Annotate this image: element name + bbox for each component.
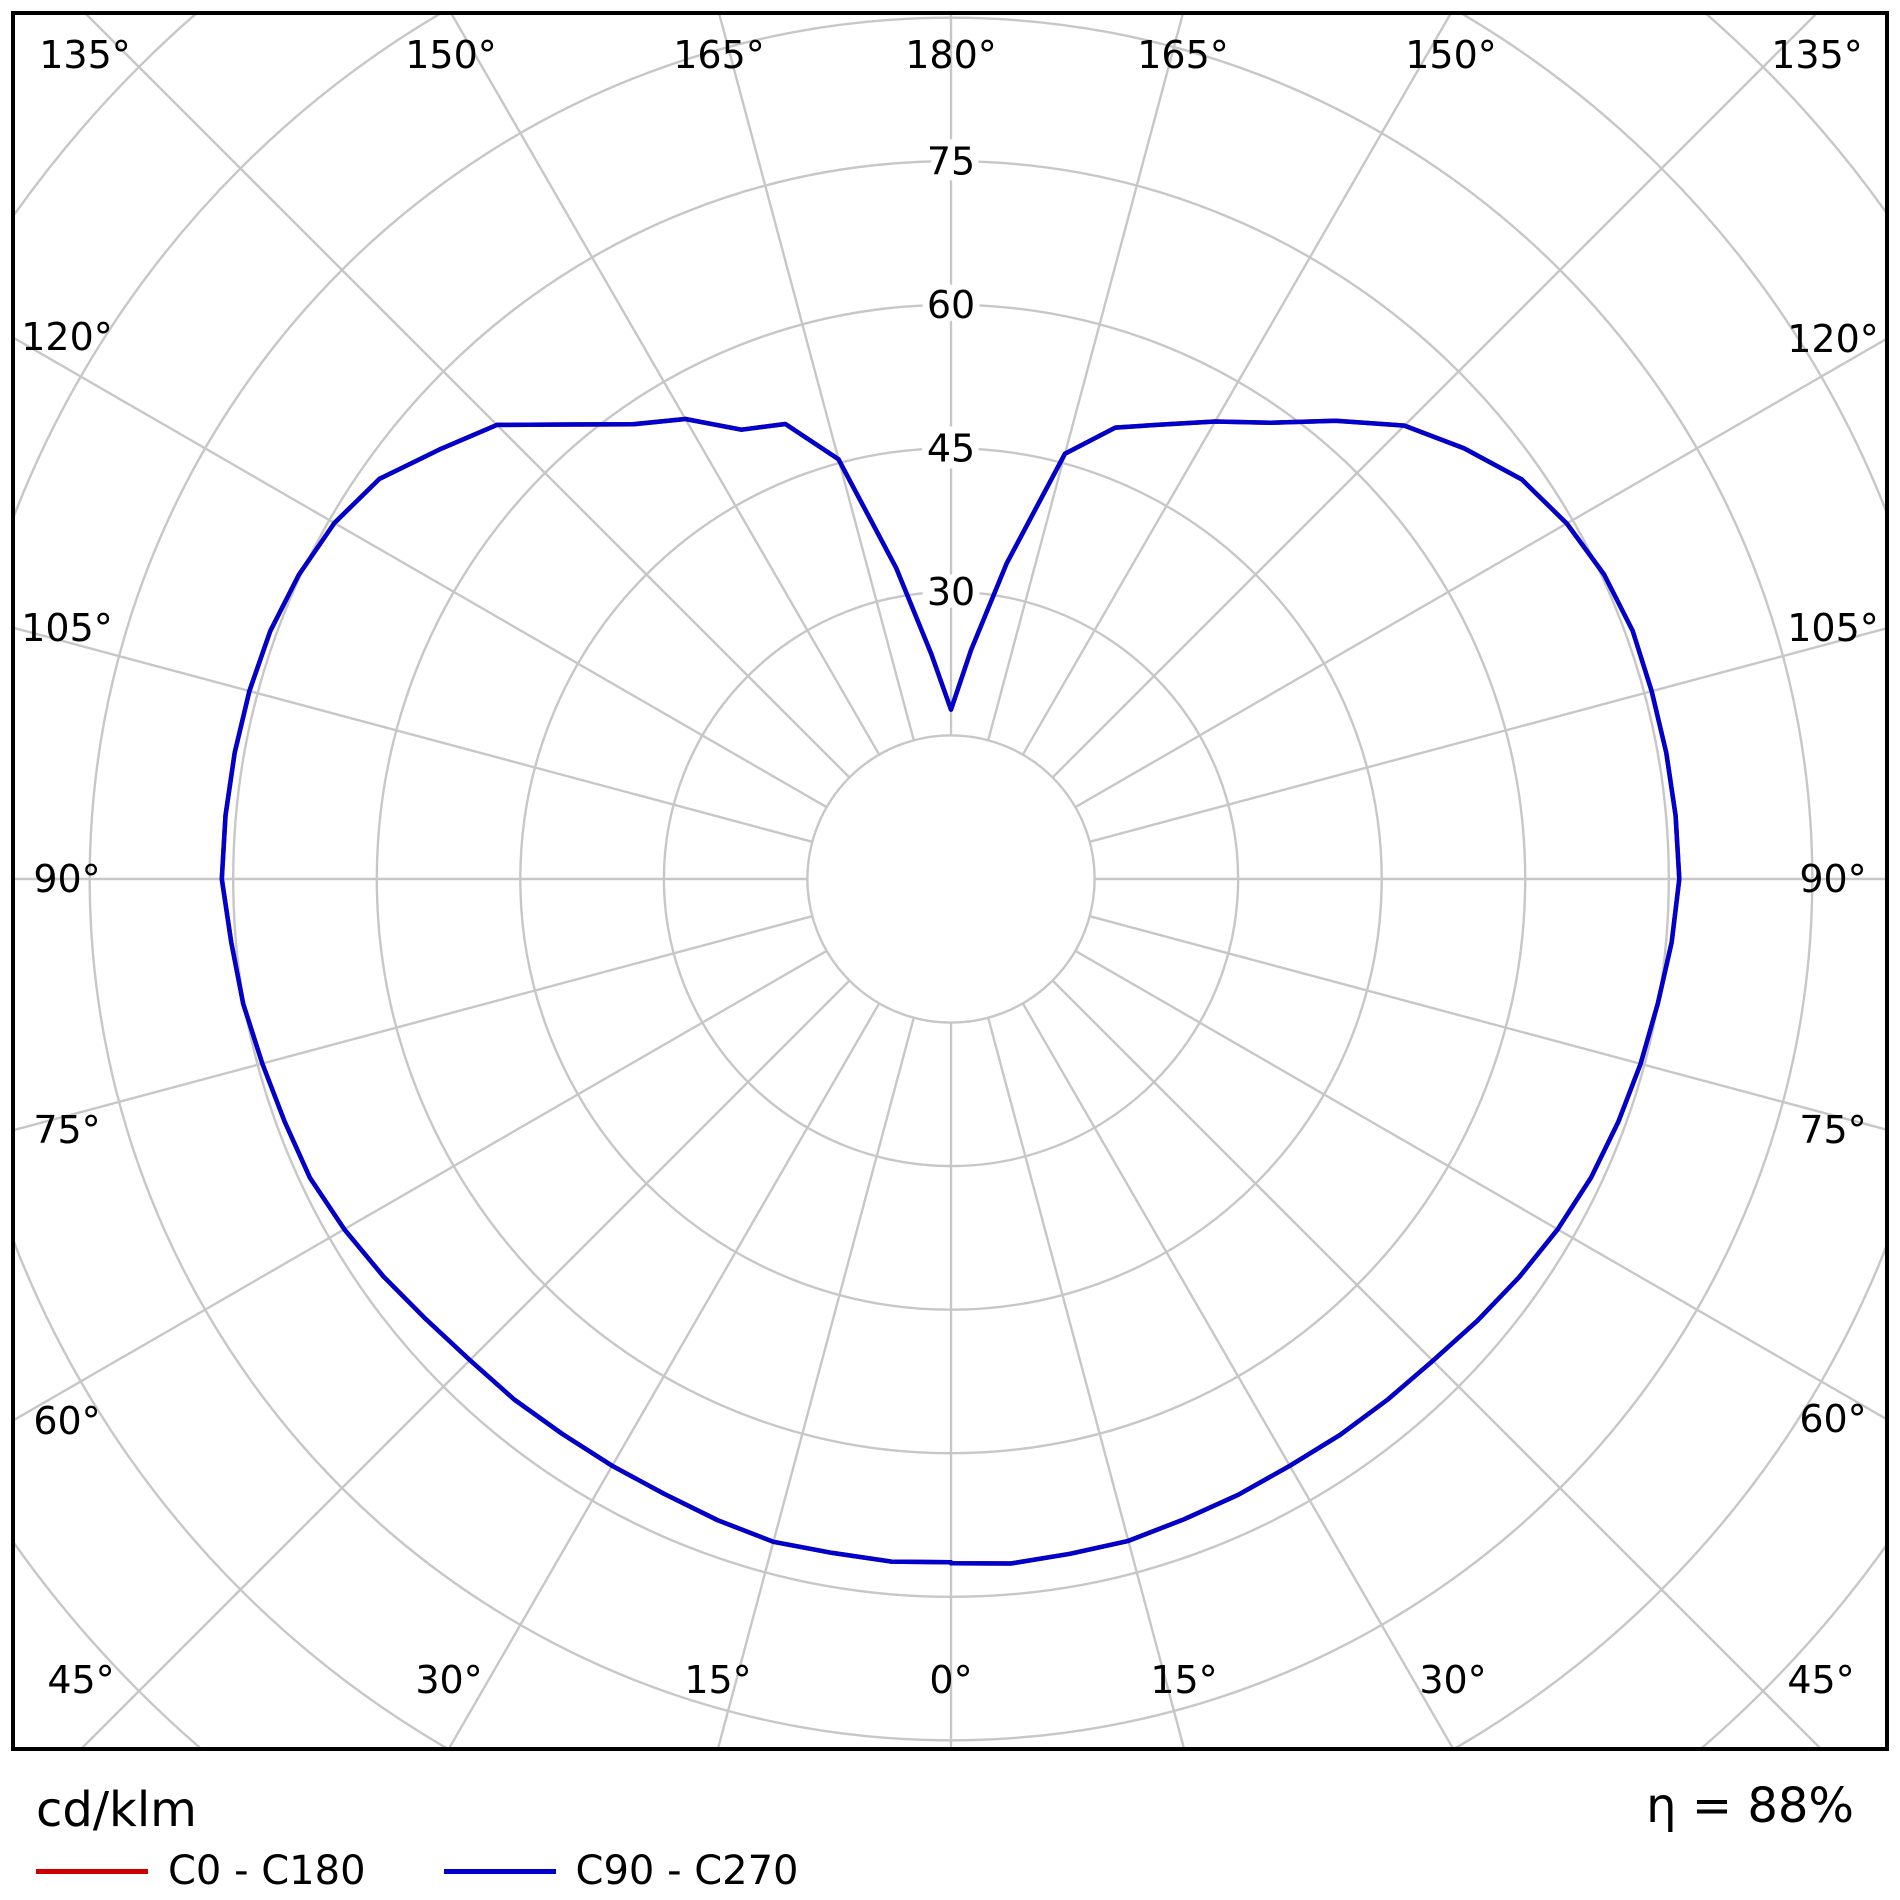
unit-label: cd/klm: [36, 1782, 197, 1838]
angle-label-15-right: 15°: [1150, 1658, 1217, 1702]
legend: C0 - C180 C90 - C270: [36, 1848, 799, 1894]
angle-label-105-right: 105°: [1787, 606, 1879, 650]
angle-label-30-right: 30°: [1419, 1658, 1486, 1702]
grid-spoke-210: [450, 15, 881, 756]
angle-label-165-left: 165°: [673, 33, 765, 77]
ring-label-60: 60: [927, 283, 975, 327]
angle-label-150-right: 150°: [1405, 33, 1497, 77]
grid-spoke-315: [81, 979, 851, 1747]
angle-label-0-right: 0°: [929, 1658, 972, 1702]
grid-spoke-105: [1089, 627, 1885, 843]
ring-label-75: 75: [927, 139, 975, 183]
grid-spoke-135: [1051, 15, 1817, 779]
angle-label-135-right: 135°: [1771, 33, 1863, 77]
grid-spoke-60: [1074, 949, 1885, 1420]
angle-label-75-right: 75°: [1799, 1108, 1866, 1152]
photometric-curves: [219, 416, 1682, 1566]
grid-ring-15: [806, 734, 1096, 1024]
ring-label-45: 45: [927, 426, 975, 470]
angle-labels: 0° 15° 15° 30° 30° 45° 45° 60° 60° 75° 75° 90° 90° 10…: [21, 33, 1879, 1702]
legend-item-c0-c180: C0 - C180: [36, 1848, 366, 1894]
angle-label-105-left: 105°: [21, 606, 113, 650]
grid-spoke-15: [987, 1017, 1185, 1747]
chart-border: [11, 11, 1889, 1751]
ring-label-30: 30: [927, 570, 975, 614]
grid-spoke-150: [1021, 15, 1452, 756]
grid-spoke-120: [1074, 338, 1885, 809]
curve-C90-C270: [219, 416, 1682, 1566]
legend-label-c0-c180: C0 - C180: [168, 1848, 366, 1894]
angle-label-45-left: 45°: [47, 1658, 114, 1702]
grid-spoke-225: [85, 15, 851, 779]
angle-label-60-right: 60°: [1799, 1397, 1866, 1441]
angle-label-90-left: 90°: [33, 857, 100, 901]
grid-spoke-330: [448, 1002, 881, 1747]
angle-label-60-left: 60°: [33, 1399, 100, 1443]
legend-item-c90-c270: C90 - C270: [443, 1848, 799, 1894]
grid-spoke-345: [717, 1017, 915, 1747]
grid-spoke-240: [15, 337, 828, 809]
grid-spoke-255: [15, 626, 813, 843]
legend-line-blue-icon: [443, 1868, 556, 1874]
angle-label-75-left: 75°: [33, 1108, 100, 1152]
legend-line-red-icon: [36, 1868, 148, 1874]
grid-spoke-195: [718, 15, 915, 741]
legend-label-c90-c270: C90 - C270: [575, 1848, 799, 1894]
ring-labels: 30 45 60 75: [920, 132, 982, 621]
grid-spoke-30: [1021, 1002, 1454, 1747]
grid-spoke-165: [987, 15, 1184, 741]
angle-label-150-left: 150°: [405, 33, 497, 77]
angle-label-90-right: 90°: [1799, 857, 1866, 901]
angle-label-30-left: 30°: [415, 1658, 482, 1702]
angle-label-135-left: 135°: [39, 33, 131, 77]
angle-label-120-left: 120°: [21, 315, 113, 359]
grid-spoke-45: [1051, 979, 1821, 1747]
angle-label-180-right: 180°: [905, 33, 997, 77]
grid-spoke-75: [1089, 915, 1885, 1131]
angle-label-15-left: 15°: [684, 1658, 751, 1702]
angle-label-165-right: 165°: [1137, 33, 1229, 77]
grid-spoke-285: [15, 915, 813, 1132]
grid-spoke-300: [15, 949, 828, 1421]
angle-label-45-right: 45°: [1787, 1658, 1854, 1702]
angle-label-120-right: 120°: [1787, 317, 1879, 361]
efficiency-label: η = 88%: [1646, 1778, 1854, 1834]
